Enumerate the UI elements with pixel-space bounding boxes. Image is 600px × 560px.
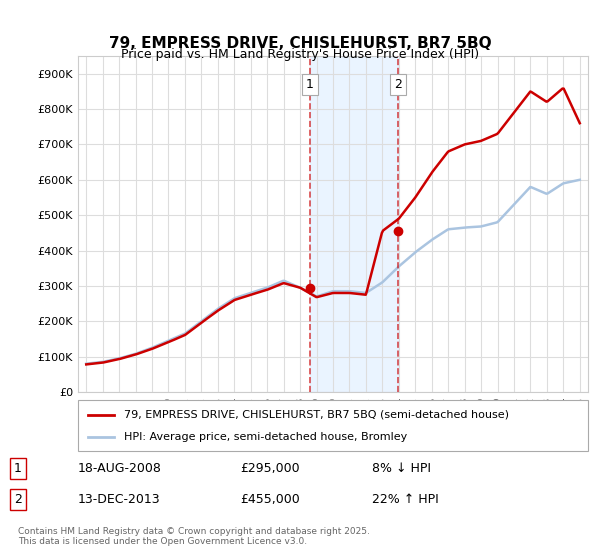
Text: 79, EMPRESS DRIVE, CHISLEHURST, BR7 5BQ: 79, EMPRESS DRIVE, CHISLEHURST, BR7 5BQ [109, 36, 491, 52]
Text: 2: 2 [14, 493, 22, 506]
Text: HPI: Average price, semi-detached house, Bromley: HPI: Average price, semi-detached house,… [124, 432, 407, 442]
FancyBboxPatch shape [78, 400, 588, 451]
Text: 22% ↑ HPI: 22% ↑ HPI [372, 493, 439, 506]
Text: 13-DEC-2013: 13-DEC-2013 [78, 493, 161, 506]
Text: 18-AUG-2008: 18-AUG-2008 [78, 462, 162, 475]
Text: £455,000: £455,000 [240, 493, 300, 506]
Text: 1: 1 [14, 462, 22, 475]
Bar [310, 56, 398, 392]
Text: Contains HM Land Registry data © Crown copyright and database right 2025.
This d: Contains HM Land Registry data © Crown c… [18, 526, 370, 546]
Text: 79, EMPRESS DRIVE, CHISLEHURST, BR7 5BQ (semi-detached house): 79, EMPRESS DRIVE, CHISLEHURST, BR7 5BQ … [124, 409, 509, 419]
Text: 8% ↓ HPI: 8% ↓ HPI [372, 462, 431, 475]
Text: 2: 2 [394, 78, 402, 91]
Text: £295,000: £295,000 [240, 462, 299, 475]
Text: 1: 1 [306, 78, 314, 91]
Text: Price paid vs. HM Land Registry's House Price Index (HPI): Price paid vs. HM Land Registry's House … [121, 48, 479, 60]
